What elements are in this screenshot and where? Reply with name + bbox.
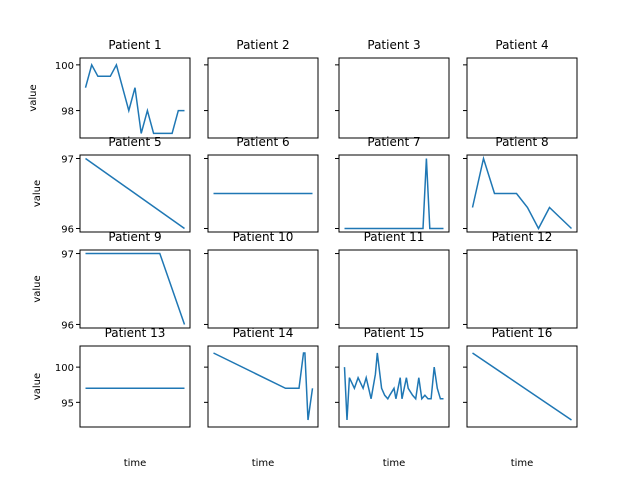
- axes-frame: [207, 154, 319, 233]
- subplot-title: Patient 6: [236, 135, 289, 149]
- subplot-9: 96 97 Patient 9 value: [32, 230, 191, 331]
- subplot-11: Patient 11: [335, 230, 450, 329]
- series-line: [213, 352, 314, 421]
- subplot-12: Patient 12: [463, 230, 578, 329]
- axes-frame: [466, 249, 578, 329]
- subplot-7: Patient 7: [335, 135, 450, 233]
- subplot-8: Patient 8: [463, 135, 578, 233]
- axes-frame: [79, 345, 191, 428]
- y-axis-label: value: [32, 275, 43, 302]
- subplot-title: Patient 14: [233, 326, 294, 340]
- y-tick-label: 97: [61, 250, 74, 261]
- subplot-title: Patient 2: [236, 38, 289, 52]
- axes-frame: [338, 154, 450, 233]
- subplot-title: Patient 1: [108, 38, 161, 52]
- series-line: [344, 158, 444, 230]
- subplot-3: Patient 3: [335, 38, 450, 139]
- axes-frame: [466, 345, 578, 428]
- series-line: [85, 157, 185, 230]
- axes-frame: [79, 249, 191, 329]
- axes-frame: [79, 154, 191, 233]
- y-tick-label: 95: [61, 398, 74, 409]
- axes-frame: [338, 57, 450, 139]
- subplot-title: Patient 13: [105, 326, 166, 340]
- subplot-title: Patient 9: [108, 230, 161, 244]
- y-axis-label: value: [32, 373, 43, 400]
- y-tick-label: 100: [55, 363, 74, 374]
- axes-frame: [207, 57, 319, 139]
- subplot-5: 96 97 Patient 5 value: [32, 135, 191, 236]
- series-line: [472, 352, 572, 421]
- axes-frame: [338, 345, 450, 428]
- subplot-title: Patient 10: [233, 230, 294, 244]
- subplot-title: Patient 16: [492, 326, 553, 340]
- subplot-title: Patient 5: [108, 135, 161, 149]
- series-line: [471, 155, 573, 231]
- y-tick-label: 98: [61, 107, 74, 118]
- y-tick-label: 100: [55, 61, 74, 72]
- x-axis-label: time: [124, 458, 147, 469]
- x-axis-label: time: [383, 458, 406, 469]
- y-tick-label: 96: [61, 320, 74, 331]
- subplot-title: Patient 4: [495, 38, 548, 52]
- axes-frame: [79, 57, 191, 139]
- subplot-2: Patient 2: [204, 38, 319, 139]
- series-line: [85, 252, 186, 325]
- subplot-title: Patient 15: [364, 326, 425, 340]
- subplot-title: Patient 7: [367, 135, 420, 149]
- axes-frame: [338, 249, 450, 329]
- y-axis-label: value: [28, 84, 39, 111]
- subplot-16: Patient 16 time: [463, 326, 578, 469]
- axes-frame: [466, 57, 578, 139]
- x-axis-label: time: [511, 458, 534, 469]
- series-line: [84, 62, 185, 135]
- x-axis-label: time: [252, 458, 275, 469]
- subplot-10: Patient 10: [204, 230, 319, 329]
- y-tick-label: 97: [61, 155, 74, 166]
- subplot-title: Patient 3: [367, 38, 420, 52]
- subplot-15: Patient 15 time: [335, 326, 450, 469]
- subplot-4: Patient 4: [463, 38, 578, 139]
- y-axis-label: value: [32, 180, 43, 207]
- axes-frame: [466, 154, 578, 233]
- subplot-title: Patient 12: [492, 230, 553, 244]
- subplot-14: Patient 14 time: [204, 326, 319, 469]
- y-tick-label: 96: [61, 225, 74, 236]
- subplot-13: 95 100 Patient 13 value time: [32, 326, 191, 469]
- subplot-6: Patient 6: [204, 135, 319, 233]
- subplot-title: Patient 11: [364, 230, 425, 244]
- subplot-title: Patient 8: [495, 135, 548, 149]
- axes-frame: [207, 249, 319, 329]
- series-line: [343, 352, 444, 421]
- subplot-1: 98 100 Patient 1 value: [28, 38, 191, 139]
- axes-frame: [207, 345, 319, 428]
